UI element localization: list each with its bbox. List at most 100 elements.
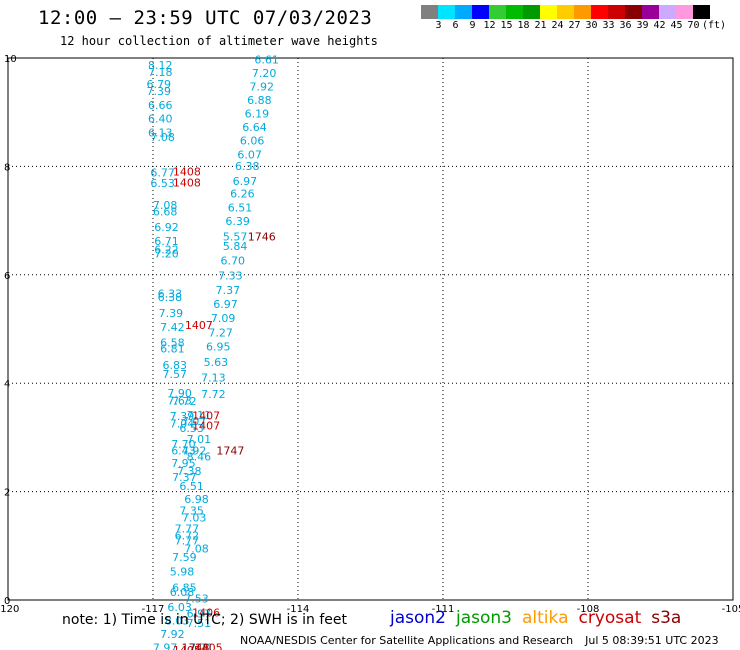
data-point-label: 6.72 xyxy=(175,529,200,542)
y-tick-label: 0 xyxy=(4,596,10,607)
data-point-label: 6.64 xyxy=(242,121,267,134)
data-point-label: 6.03 xyxy=(167,601,192,614)
satellite-legend-item: jason2 xyxy=(390,608,446,628)
data-point-label: 6.07 xyxy=(237,148,262,161)
data-point-label: 6.97 xyxy=(233,175,258,188)
data-point-label: 7.92 xyxy=(182,445,207,458)
data-point-label: 5.84 xyxy=(223,240,248,253)
data-point-label: 5.98 xyxy=(170,566,195,579)
data-point-label: 6.97 xyxy=(187,607,212,620)
data-point-label: 1406 xyxy=(192,606,220,619)
data-point-label: 6.38 xyxy=(235,160,260,173)
color-scale-label: 27 xyxy=(568,20,581,31)
color-scale-label: 42 xyxy=(653,20,666,31)
data-point-label: 7.53 xyxy=(184,593,209,606)
data-point-label: 1408 xyxy=(173,166,201,179)
data-point-label: 6.33 xyxy=(158,288,183,301)
data-point-label: 7.35 xyxy=(179,504,204,517)
data-point-label: 6.40 xyxy=(148,112,173,125)
data-point-label: 7.04 xyxy=(170,418,195,431)
data-point-label: 7.51 xyxy=(187,617,212,630)
color-swatch xyxy=(557,5,574,19)
data-point-label: 7.08 xyxy=(150,131,175,144)
data-point-label: 7.20 xyxy=(154,247,179,260)
y-tick-label: 8 xyxy=(4,162,10,173)
data-point-label: 1408 xyxy=(173,176,201,189)
data-point-label: 7.07 xyxy=(182,415,207,428)
data-point-label: 7.01 xyxy=(187,433,212,446)
x-tick-label: -105 xyxy=(722,604,740,615)
data-point-label: 5.63 xyxy=(204,356,229,369)
color-swatch xyxy=(659,5,676,19)
data-point-label: 6.83 xyxy=(163,359,188,372)
color-swatch xyxy=(693,5,710,19)
data-point-label: 7.37 xyxy=(216,284,241,297)
satellite-legend-item: altika xyxy=(522,608,569,628)
x-tick-label: -108 xyxy=(577,604,600,615)
data-point-label: 7.95 xyxy=(171,457,196,470)
data-point-label: 6.58 xyxy=(160,336,185,349)
y-tick-label: 2 xyxy=(4,488,10,499)
data-point-label: 7.38 xyxy=(177,465,202,478)
data-point-label: 7.42 xyxy=(160,321,185,334)
satellite-legend-item: s3a xyxy=(651,608,682,628)
plot-frame xyxy=(7,57,734,601)
data-point-label: 6.68 xyxy=(153,206,178,219)
data-point-label: 6.53 xyxy=(179,422,204,435)
data-point-label: 7.13 xyxy=(201,372,226,385)
color-scale-label: 36 xyxy=(619,20,632,31)
data-point-label: 7.03 xyxy=(182,511,207,524)
data-point-label: 7.92 xyxy=(160,628,185,641)
color-scale-label: 45 xyxy=(670,20,683,31)
satellite-legend-item: jason3 xyxy=(456,608,512,628)
data-point-label: 1405 xyxy=(173,644,201,650)
color-swatch xyxy=(540,5,557,19)
satellite-legend: jason2 jason3 altika cryosat s3a xyxy=(390,608,691,628)
data-point-label: 7.37 xyxy=(172,471,197,484)
y-tick-label: 4 xyxy=(4,379,10,390)
data-point-label: 6.13 xyxy=(148,127,173,140)
color-swatch xyxy=(506,5,523,19)
data-point-label: 1747 xyxy=(216,445,244,458)
data-point-label: 7.77 xyxy=(175,535,200,548)
data-point-label: 6.88 xyxy=(247,94,272,107)
data-point-label: 6.71 xyxy=(154,235,179,248)
color-scale-label: 9 xyxy=(469,20,476,31)
data-point-label: 7.97 xyxy=(153,641,178,650)
color-swatch xyxy=(421,5,438,19)
data-point-label: 6.85 xyxy=(172,581,197,594)
tick-labels: -120 -117 -114 -111 -108 -105 0 2 4 6 8 10 xyxy=(0,54,740,615)
data-point-label: 7.72 xyxy=(201,388,226,401)
data-point-label: 6.53 xyxy=(150,177,175,190)
color-swatch xyxy=(574,5,591,19)
color-scale-label: 6 xyxy=(452,20,459,31)
data-point-label: 7.70 xyxy=(171,438,196,451)
data-point-label: 7.72 xyxy=(172,395,197,408)
color-swatch xyxy=(642,5,659,19)
color-swatch xyxy=(455,5,472,19)
data-point-label: 6.43 xyxy=(171,445,196,458)
data-point-label: 7.08 xyxy=(184,542,209,555)
color-scale-label: (ft) xyxy=(702,20,727,31)
data-point-label: 6.98 xyxy=(184,493,209,506)
data-point-label: 7.33 xyxy=(218,270,243,283)
data-point-label: 6.26 xyxy=(230,187,255,200)
color-scale-label: 3 xyxy=(435,20,442,31)
data-point-label: 6.92 xyxy=(154,221,179,234)
data-point-label: 6.61 xyxy=(254,53,279,66)
data-point-label: 7.20 xyxy=(252,67,277,80)
data-point-label: 8.12 xyxy=(148,59,173,72)
color-swatch xyxy=(591,5,608,19)
color-scale-label: 12 xyxy=(483,20,496,31)
data-point-label: 1746 xyxy=(248,231,276,244)
color-scale-label: 70 xyxy=(687,20,700,31)
color-scale-label: 33 xyxy=(602,20,615,31)
data-point-label: 6.66 xyxy=(148,99,173,112)
data-point-label: 6.77 xyxy=(150,167,175,180)
color-scale-label: 30 xyxy=(585,20,598,31)
satellite-legend-item: cryosat xyxy=(578,608,642,628)
data-point-label: 6.08 xyxy=(170,586,195,599)
data-point-label: 1407 xyxy=(192,410,220,423)
color-swatch xyxy=(472,5,489,19)
data-labels: 8.127.186.797.396.666.406.137.086.776.53… xyxy=(147,53,279,650)
